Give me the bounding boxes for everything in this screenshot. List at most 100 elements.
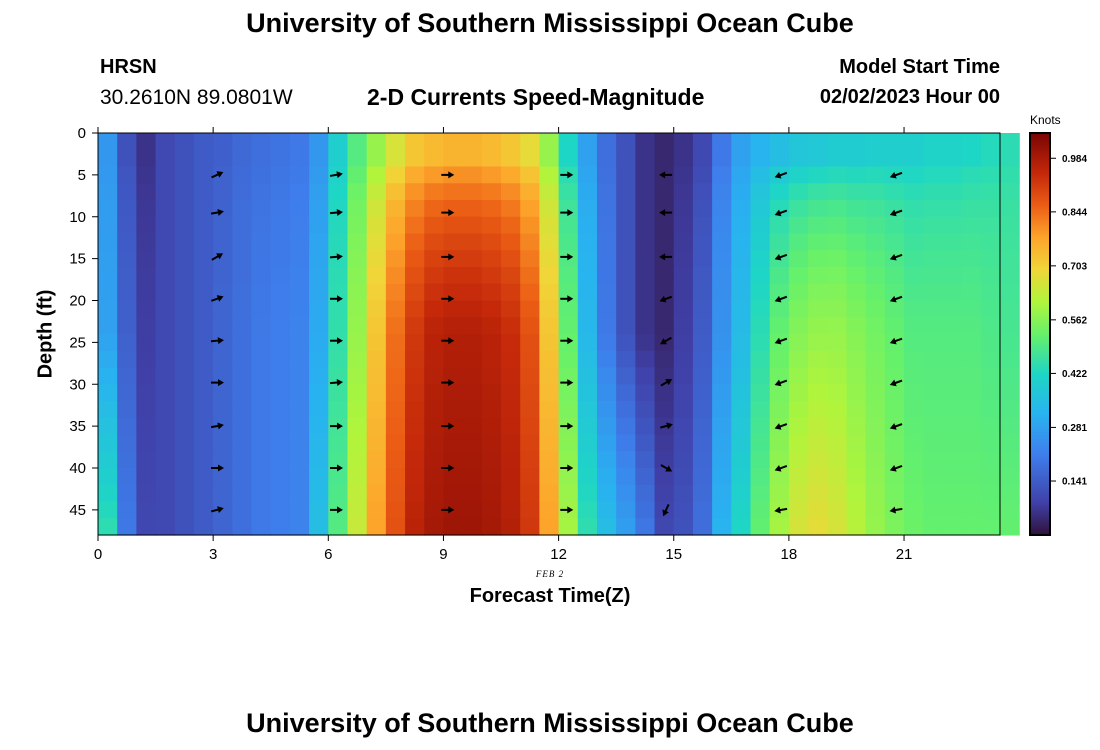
heatmap-cell — [117, 484, 137, 503]
arrow-head — [889, 465, 897, 472]
heatmap-cell — [347, 216, 368, 235]
heatmap-cell — [347, 317, 368, 335]
heatmap-cell — [865, 233, 886, 251]
heatmap-cell — [193, 367, 214, 385]
heatmap-cell — [961, 334, 982, 352]
heatmap-cell — [750, 300, 771, 318]
heatmap-cell — [980, 367, 1001, 385]
heatmap-cell — [961, 367, 982, 385]
heatmap-cell — [769, 484, 790, 503]
heatmap-cell — [520, 417, 540, 436]
heatmap-cell — [654, 518, 675, 536]
heatmap-cell — [577, 317, 598, 335]
heatmap-cell — [136, 350, 157, 369]
heatmap-cell — [117, 451, 137, 469]
heatmap-cell — [750, 484, 771, 503]
heatmap-cell — [942, 216, 963, 235]
heatmap-cell — [558, 451, 579, 469]
heatmap-cell — [980, 401, 1001, 419]
arrow-head — [567, 337, 574, 345]
heatmap-cell — [136, 216, 157, 235]
heatmap-cell — [904, 166, 924, 184]
heatmap-cell — [481, 166, 502, 184]
heatmap-cell — [942, 267, 963, 285]
heatmap-cell — [385, 367, 406, 385]
heatmap-cell — [289, 451, 310, 469]
heatmap-cell — [616, 350, 636, 369]
colorbar-unit: Knots — [1030, 113, 1061, 127]
heatmap-cell — [213, 417, 233, 436]
heatmap-cell — [865, 451, 886, 469]
heatmap-cell — [904, 317, 924, 335]
heatmap-cell — [616, 216, 636, 235]
arrow-head — [889, 209, 897, 217]
heatmap-cell — [846, 183, 867, 201]
current-arrow — [889, 465, 903, 472]
heatmap-cell — [270, 484, 291, 503]
heatmap-cell — [309, 133, 329, 151]
heatmap-cell — [942, 183, 963, 201]
heatmap-cell — [520, 300, 540, 318]
heatmap-cell — [596, 434, 617, 452]
heatmap-cell — [750, 350, 771, 369]
heatmap-cell — [635, 250, 656, 268]
heatmap-cell — [289, 233, 310, 251]
heatmap-cell — [596, 468, 617, 486]
heatmap-cell — [424, 300, 445, 318]
heatmap-cell — [155, 133, 176, 151]
heatmap-cell — [405, 367, 425, 385]
heatmap-cell — [347, 283, 368, 302]
heatmap-cell — [481, 183, 502, 201]
heatmap-cell — [980, 250, 1001, 268]
heatmap-cell — [213, 233, 233, 251]
heatmap-cell — [865, 200, 886, 218]
y-tick-label: 0 — [78, 125, 86, 142]
heatmap-cell — [98, 451, 118, 469]
heatmap-cell — [501, 384, 521, 402]
arrow-head — [659, 209, 666, 217]
heatmap-cell — [673, 401, 694, 419]
heatmap-cell — [942, 401, 963, 419]
heatmap-cell — [904, 451, 924, 469]
heatmap-cell — [155, 501, 176, 519]
heatmap-cell — [692, 434, 713, 452]
arrow-head — [567, 171, 574, 179]
heatmap-cell — [232, 283, 253, 302]
heatmap-cell — [827, 233, 848, 251]
heatmap-cell — [673, 350, 694, 369]
heatmap-cell — [405, 216, 425, 235]
current-arrow — [560, 171, 574, 179]
heatmap-cell — [347, 367, 368, 385]
current-arrow — [659, 171, 673, 179]
heatmap-cell — [923, 183, 944, 201]
heatmap-cell — [712, 417, 732, 436]
current-arrow — [441, 253, 455, 261]
heatmap-cell — [136, 233, 157, 251]
heatmap-cell — [520, 133, 540, 151]
arrow-head — [889, 423, 897, 430]
heatmap-cell — [289, 468, 310, 486]
heatmap-cell — [884, 350, 905, 369]
heatmap-cell — [750, 501, 771, 519]
heatmap-cell — [961, 451, 982, 469]
heatmap-cell — [904, 300, 924, 318]
heatmap-cell — [443, 183, 464, 201]
heatmap-cell — [385, 233, 406, 251]
arrow-head — [216, 253, 224, 260]
heatmap-cell — [942, 283, 963, 302]
page-title: University of Southern Mississippi Ocean… — [246, 8, 854, 38]
current-arrow — [774, 506, 788, 514]
heatmap-cell — [865, 350, 886, 369]
heatmap-cell — [520, 317, 540, 335]
heatmap-cell — [635, 216, 656, 235]
heatmap-cell — [539, 183, 560, 201]
heatmap-cell — [136, 367, 157, 385]
heatmap-cell — [673, 300, 694, 318]
heatmap-cell — [865, 267, 886, 285]
heatmap-cell — [462, 468, 483, 486]
heatmap-cell — [731, 183, 752, 201]
heatmap-cell — [366, 417, 387, 436]
heatmap-cell — [904, 200, 924, 218]
heatmap-cell — [558, 350, 579, 369]
heatmap-cell — [481, 267, 502, 285]
